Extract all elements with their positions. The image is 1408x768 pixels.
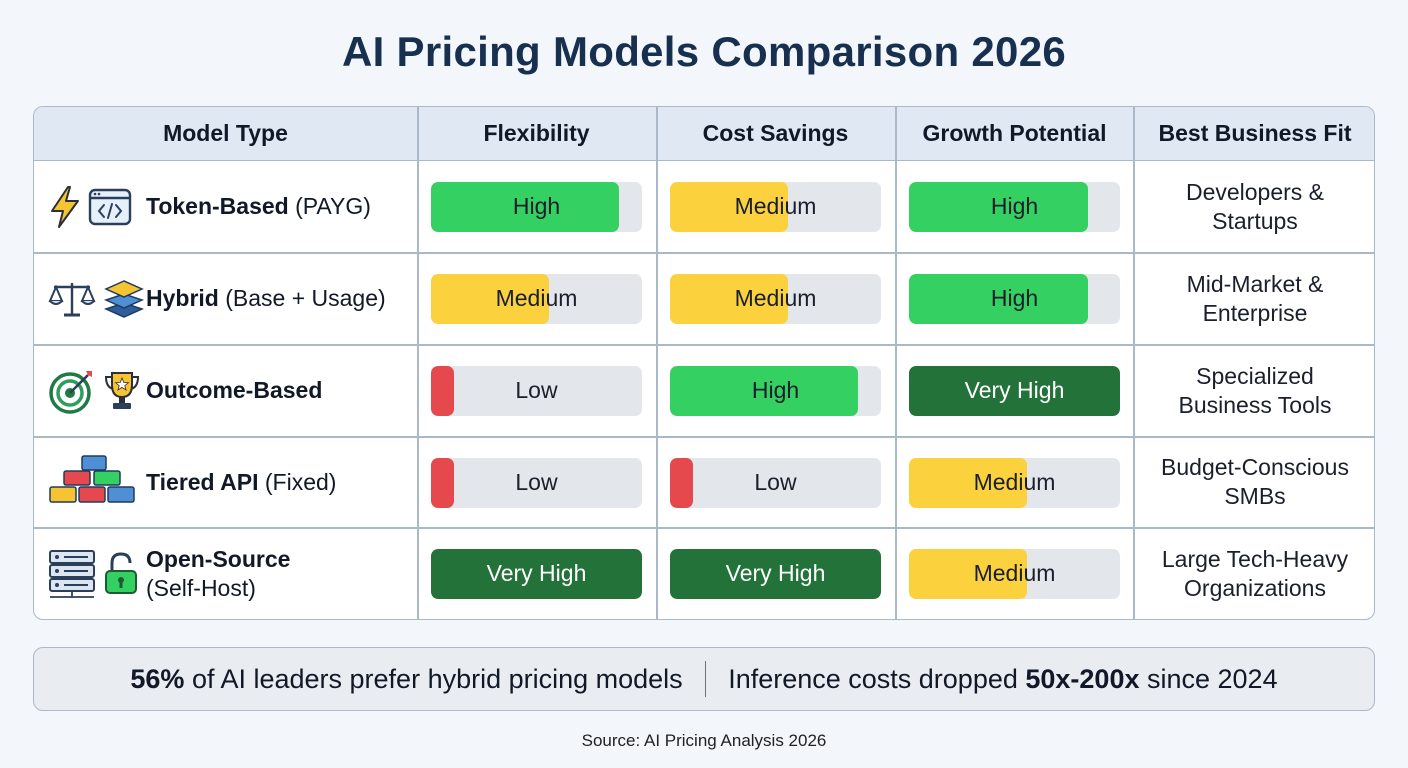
lightning-icon — [51, 185, 79, 228]
flexibility-bar-fill — [431, 365, 455, 416]
trophy-icon — [104, 371, 140, 409]
code-window-icon — [88, 188, 132, 225]
flexibility-bar: Medium — [431, 273, 642, 324]
growth-potential-bar: Very High — [909, 365, 1120, 416]
table-row: Token-Based (PAYG) — [34, 161, 417, 252]
page-title: AI Pricing Models Comparison 2026 — [341, 28, 1067, 75]
cost-savings-bar-fill — [670, 181, 789, 232]
row-divider — [34, 527, 1374, 529]
table-row: Hybrid (Base + Usage) — [34, 253, 417, 344]
comparison-table: Model Type Flexibility Cost Savings Grow… — [33, 106, 1375, 620]
table-row: Open-Source (Self-Host) — [34, 528, 417, 619]
model-name: Hybrid (Base + Usage) — [146, 285, 386, 311]
cost-savings-bar: High — [670, 365, 881, 416]
stat-inference-costs: Inference costs dropped 50x-200x since 2… — [728, 663, 1278, 694]
cost-savings-bar: Very High — [670, 548, 881, 599]
best-fit-cell: Mid-Market & Enterprise — [1186, 270, 1324, 326]
growth-potential-bar: High — [909, 181, 1120, 232]
best-fit-cell: Developers & Startups — [1185, 178, 1325, 234]
flexibility-bar-fill — [431, 181, 619, 232]
cost-savings-bar-label: High — [751, 377, 800, 403]
model-name: Outcome-Based — [146, 377, 323, 403]
header-model-type: Model Type — [34, 107, 417, 161]
growth-potential-bar: High — [909, 273, 1120, 324]
growth-potential-bar-label: Medium — [973, 560, 1056, 586]
scales-icon — [48, 282, 96, 316]
cost-savings-bar-fill — [670, 548, 881, 599]
cost-savings-bar: Medium — [670, 273, 881, 324]
header-best-business-fit: Best Business Fit — [1134, 107, 1374, 161]
flexibility-bar-label: Medium — [495, 285, 578, 311]
growth-potential-bar: Medium — [909, 548, 1120, 599]
column-divider — [656, 107, 658, 619]
table-row: Tiered API (Fixed) — [34, 437, 417, 527]
flexibility-bar-label: Very High — [486, 560, 587, 586]
growth-potential-bar-fill — [909, 457, 1028, 508]
best-fit-cell: Large Tech-Heavy Organizations — [1161, 545, 1349, 601]
flexibility-bar-label: Low — [515, 377, 558, 403]
stat-hybrid-preference: 56% of AI leaders prefer hybrid pricing … — [130, 663, 683, 694]
growth-potential-bar-fill — [909, 548, 1028, 599]
cost-savings-bar-label: Medium — [734, 285, 817, 311]
cost-savings-bar-fill — [670, 273, 789, 324]
flexibility-bar: Very High — [431, 548, 642, 599]
header-flexibility: Flexibility — [417, 107, 656, 161]
header-growth-potential: Growth Potential — [895, 107, 1134, 161]
cost-savings-bar-fill — [670, 365, 858, 416]
flexibility-bar: Low — [431, 365, 642, 416]
stats-banner: 56% of AI leaders prefer hybrid pricing … — [33, 647, 1375, 711]
cost-savings-bar-label: Very High — [725, 560, 826, 586]
blocks-icon — [49, 455, 135, 503]
row-divider — [34, 436, 1374, 438]
cost-savings-bar-label: Low — [754, 469, 797, 495]
growth-potential-bar-fill — [909, 181, 1089, 232]
best-fit-cell: Specialized Business Tools — [1178, 362, 1332, 418]
target-icon — [49, 370, 92, 414]
growth-potential-bar-label: Medium — [973, 469, 1056, 495]
column-divider — [417, 107, 419, 619]
cost-savings-bar-fill — [670, 457, 694, 508]
growth-potential-bar-label: Very High — [964, 377, 1065, 403]
column-divider — [1133, 107, 1135, 619]
flexibility-bar: High — [431, 181, 642, 232]
best-fit-cell: Budget-Conscious SMBs — [1161, 454, 1349, 509]
table-row: Outcome-Based — [34, 345, 417, 436]
flexibility-bar-fill — [431, 273, 550, 324]
flexibility-bar-label: High — [512, 193, 561, 219]
model-name: Open-Source (Self-Host) — [146, 545, 291, 601]
cost-savings-bar: Low — [670, 457, 881, 508]
column-divider — [895, 107, 897, 619]
model-name: Tiered API (Fixed) — [146, 468, 337, 495]
unlock-icon — [105, 551, 137, 594]
growth-potential-bar-fill — [909, 365, 1120, 416]
header-cost-savings: Cost Savings — [656, 107, 895, 161]
flexibility-bar: Low — [431, 457, 642, 508]
growth-potential-bar-label: High — [990, 285, 1039, 311]
source-note: Source: AI Pricing Analysis 2026 — [581, 731, 827, 750]
growth-potential-bar-fill — [909, 273, 1089, 324]
model-name: Token-Based (PAYG) — [146, 193, 371, 219]
flexibility-bar-fill — [431, 548, 642, 599]
stat-divider — [704, 661, 707, 697]
row-divider — [34, 252, 1374, 254]
row-divider — [34, 344, 1374, 346]
growth-potential-bar: Medium — [909, 457, 1120, 508]
cost-savings-bar-label: Medium — [734, 193, 817, 219]
cost-savings-bar: Medium — [670, 181, 881, 232]
server-icon — [49, 549, 95, 598]
flexibility-bar-label: Low — [515, 469, 558, 495]
layers-icon — [103, 279, 145, 318]
flexibility-bar-fill — [431, 457, 455, 508]
growth-potential-bar-label: High — [990, 193, 1039, 219]
